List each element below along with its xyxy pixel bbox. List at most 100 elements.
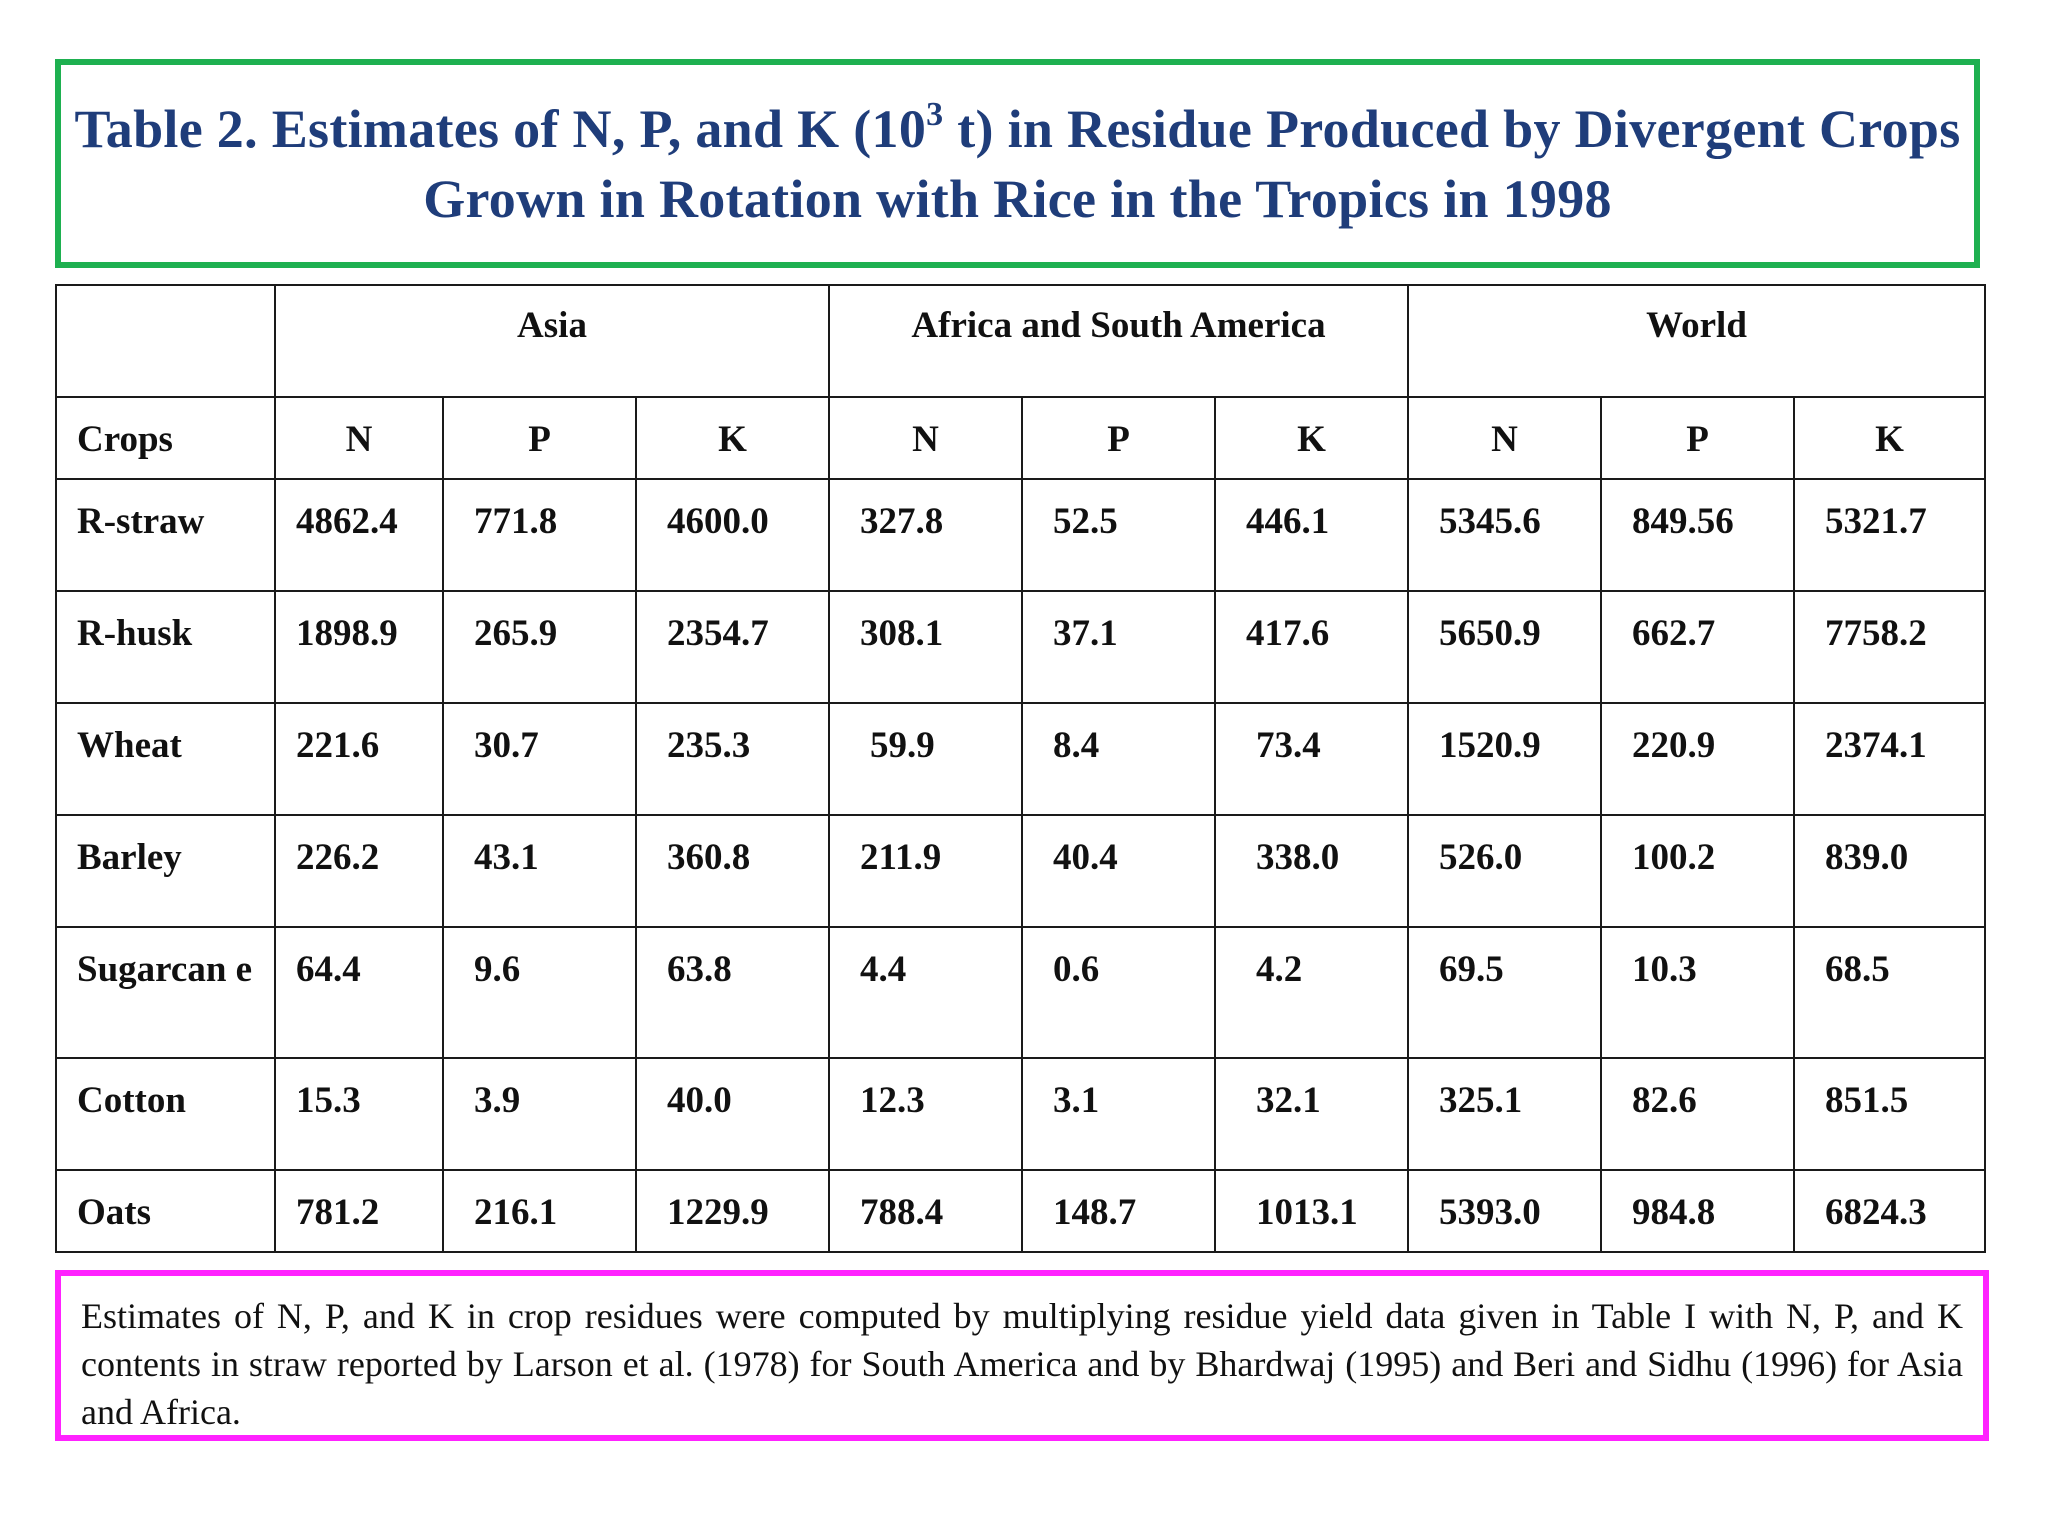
nutrient-header: N xyxy=(1407,396,1603,480)
table-cell: 851.5 xyxy=(1793,1057,1987,1171)
table-cell: 73.4 xyxy=(1213,702,1410,816)
table-cell: 4.2 xyxy=(1213,926,1410,1059)
table-cell: 226.2 xyxy=(274,814,444,928)
table-cell: 82.6 xyxy=(1600,1057,1796,1171)
table-cell: 2374.1 xyxy=(1793,702,1987,816)
table-cell: 3.1 xyxy=(1021,1057,1216,1171)
table-cell: 9.6 xyxy=(442,926,637,1059)
table-row: Cotton 15.3 3.9 40.0 12.3 3.1 32.1 325.1… xyxy=(55,1057,1987,1171)
table-cell: 7758.2 xyxy=(1793,590,1987,704)
table-cell: 839.0 xyxy=(1793,814,1987,928)
table-cell: 64.4 xyxy=(274,926,444,1059)
corner-cell xyxy=(55,284,276,398)
table-cell: 5345.6 xyxy=(1407,478,1603,592)
table-cell: 148.7 xyxy=(1021,1169,1216,1253)
table-cell: 0.6 xyxy=(1021,926,1216,1059)
table-cell: 1898.9 xyxy=(274,590,444,704)
table-cell: 2354.7 xyxy=(635,590,830,704)
table-row: Sugarcan e 64.4 9.6 63.8 4.4 0.6 4.2 69.… xyxy=(55,926,1987,1059)
crop-name: Wheat xyxy=(55,702,276,816)
nutrient-header-row: Crops N P K N P K N P K xyxy=(55,396,1987,480)
table-cell: 338.0 xyxy=(1213,814,1410,928)
table-cell: 446.1 xyxy=(1213,478,1410,592)
crop-name: R-straw xyxy=(55,478,276,592)
nutrient-header: P xyxy=(1600,396,1796,480)
table-cell: 216.1 xyxy=(442,1169,637,1253)
nutrient-header: K xyxy=(1213,396,1410,480)
table-cell: 984.8 xyxy=(1600,1169,1796,1253)
table-cell: 221.6 xyxy=(274,702,444,816)
table-cell: 30.7 xyxy=(442,702,637,816)
nutrient-header: P xyxy=(442,396,637,480)
table-cell: 6824.3 xyxy=(1793,1169,1987,1253)
table-row: Barley 226.2 43.1 360.8 211.9 40.4 338.0… xyxy=(55,814,1987,928)
table-row: Wheat 221.6 30.7 235.3 59.9 8.4 73.4 152… xyxy=(55,702,1987,816)
table-cell: 100.2 xyxy=(1600,814,1796,928)
table-row: R-straw 4862.4 771.8 4600.0 327.8 52.5 4… xyxy=(55,478,1987,592)
footnote-text: Estimates of N, P, and K in crop residue… xyxy=(81,1296,1963,1432)
title-part-2: t) in Residue Produced by Divergent Crop… xyxy=(423,98,1961,229)
table-cell: 781.2 xyxy=(274,1169,444,1253)
table-cell: 327.8 xyxy=(828,478,1023,592)
table-cell: 1013.1 xyxy=(1213,1169,1410,1253)
table-cell: 63.8 xyxy=(635,926,830,1059)
crop-name: Barley xyxy=(55,814,276,928)
table-cell: 849.56 xyxy=(1600,478,1796,592)
crop-name: Sugarcan e xyxy=(55,926,276,1059)
table-cell: 308.1 xyxy=(828,590,1023,704)
table-cell: 4862.4 xyxy=(274,478,444,592)
crop-name: Oats xyxy=(55,1169,276,1253)
table-cell: 3.9 xyxy=(442,1057,637,1171)
table-cell: 5393.0 xyxy=(1407,1169,1603,1253)
table-cell: 5321.7 xyxy=(1793,478,1987,592)
table-cell: 10.3 xyxy=(1600,926,1796,1059)
table-cell: 43.1 xyxy=(442,814,637,928)
table-cell: 5650.9 xyxy=(1407,590,1603,704)
table-cell: 788.4 xyxy=(828,1169,1023,1253)
table-cell: 526.0 xyxy=(1407,814,1603,928)
crop-name: R-husk xyxy=(55,590,276,704)
nutrient-header: P xyxy=(1021,396,1216,480)
table-cell: 4600.0 xyxy=(635,478,830,592)
table-cell: 220.9 xyxy=(1600,702,1796,816)
title-part-1: Table 2. Estimates of N, P, and K (10 xyxy=(74,98,927,159)
region-header-row: Asia Africa and South America World xyxy=(55,284,1987,398)
table-cell: 235.3 xyxy=(635,702,830,816)
table-cell: 771.8 xyxy=(442,478,637,592)
table-cell: 69.5 xyxy=(1407,926,1603,1059)
table-cell: 40.4 xyxy=(1021,814,1216,928)
table-cell: 360.8 xyxy=(635,814,830,928)
title-box: Table 2. Estimates of N, P, and K (103 t… xyxy=(55,59,1980,268)
table-cell: 417.6 xyxy=(1213,590,1410,704)
table-cell: 4.4 xyxy=(828,926,1023,1059)
table-title: Table 2. Estimates of N, P, and K (103 t… xyxy=(61,94,1974,234)
crop-name: Cotton xyxy=(55,1057,276,1171)
table-cell: 68.5 xyxy=(1793,926,1987,1059)
table-cell: 211.9 xyxy=(828,814,1023,928)
table-cell: 265.9 xyxy=(442,590,637,704)
table-cell: 59.9 xyxy=(828,702,1023,816)
nutrient-header: N xyxy=(274,396,444,480)
table-row: Oats 781.2 216.1 1229.9 788.4 148.7 1013… xyxy=(55,1169,1987,1253)
table-cell: 325.1 xyxy=(1407,1057,1603,1171)
footnote-box: Estimates of N, P, and K in crop residue… xyxy=(55,1270,1989,1441)
table-cell: 1520.9 xyxy=(1407,702,1603,816)
table-cell: 1229.9 xyxy=(635,1169,830,1253)
table-cell: 15.3 xyxy=(274,1057,444,1171)
crops-header: Crops xyxy=(55,396,276,480)
nutrient-header: K xyxy=(1793,396,1987,480)
table-cell: 32.1 xyxy=(1213,1057,1410,1171)
nutrient-table: Asia Africa and South America World Crop… xyxy=(55,284,1987,1253)
region-world: World xyxy=(1407,284,1987,398)
table-cell: 52.5 xyxy=(1021,478,1216,592)
nutrient-header: K xyxy=(635,396,830,480)
table-cell: 40.0 xyxy=(635,1057,830,1171)
table-row: R-husk 1898.9 265.9 2354.7 308.1 37.1 41… xyxy=(55,590,1987,704)
table-cell: 662.7 xyxy=(1600,590,1796,704)
region-africa-south-america: Africa and South America xyxy=(827,284,1410,398)
table-cell: 8.4 xyxy=(1021,702,1216,816)
nutrient-header: N xyxy=(828,396,1023,480)
region-asia: Asia xyxy=(274,284,830,398)
table-cell: 12.3 xyxy=(828,1057,1023,1171)
title-superscript: 3 xyxy=(926,95,944,133)
